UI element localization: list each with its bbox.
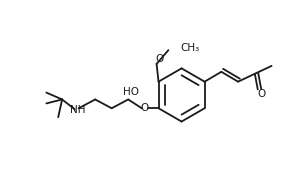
Text: O: O <box>155 54 164 64</box>
Text: O: O <box>258 89 266 100</box>
Text: HO: HO <box>123 87 139 97</box>
Text: NH: NH <box>70 105 85 115</box>
Text: CH₃: CH₃ <box>180 43 200 53</box>
Text: O: O <box>141 103 149 113</box>
